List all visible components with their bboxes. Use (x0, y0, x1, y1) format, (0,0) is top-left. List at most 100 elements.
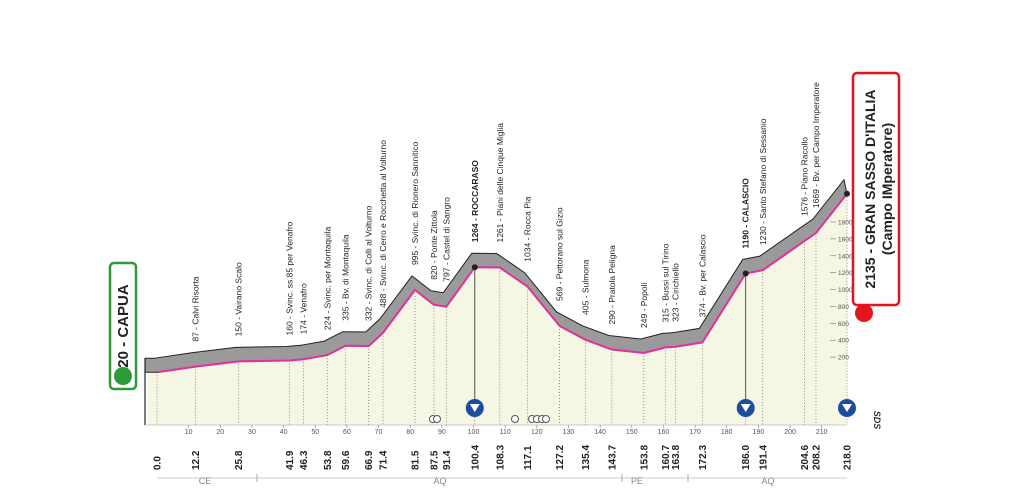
x-tick-label: 130 (563, 429, 575, 436)
sds-logo: SDS (872, 411, 882, 430)
x-tick-label: 210 (816, 429, 828, 436)
waypoint-label: 224 - Svinc. per Montaquila (322, 226, 332, 330)
x-tick-label: 150 (626, 429, 638, 436)
km-label: 117.1 (523, 445, 534, 470)
km-label: 135.4 (581, 445, 592, 470)
x-tick-label: 10 (185, 429, 193, 436)
waypoint-label: 1261 - Piani delle Cinque Miglia (495, 123, 505, 243)
x-tick-label: 110 (500, 429, 511, 436)
km-label: 153.8 (639, 445, 650, 470)
x-tick-label: 200 (784, 429, 796, 436)
x-tick-label: 90 (438, 429, 446, 436)
y-tick-label: 600 (838, 321, 849, 328)
km-label: 108.3 (495, 445, 506, 470)
finish-label: 2135 - GRAN SASSO D'ITALIA (862, 89, 878, 288)
region-label: PE (631, 476, 643, 486)
km-label: 81.5 (410, 450, 421, 470)
km-label: 87.5 (429, 450, 440, 470)
x-tick-label: 160 (658, 429, 670, 436)
km-label: 12.2 (191, 450, 202, 470)
x-tick-label: 20 (216, 429, 224, 436)
x-tick-label: 190 (753, 429, 765, 436)
km-label: 100.4 (470, 445, 481, 470)
waypoint-label: 569 - Pettorano sul Gizio (555, 207, 565, 301)
waypoint-label: 488 - Svinc. di Cerro e Rocchetta al Vol… (378, 140, 388, 308)
waypoint-label: 332 - Svinc. di Colli al Volturno (364, 205, 374, 321)
sprint-icon (511, 415, 519, 423)
y-tick-label: 1200 (838, 270, 853, 277)
waypoint-label: 1576 - Piano Racollo (800, 137, 810, 216)
waypoint-label: 290 - Pratola Peligna (607, 245, 617, 325)
x-tick-label: 50 (311, 429, 319, 436)
km-label: 53.8 (323, 450, 334, 470)
km-label: 66.9 (364, 450, 375, 470)
waypoint-label: 820 - Ponte Zittola (429, 210, 439, 280)
waypoint-label: 323 - Cirichiello (670, 263, 680, 322)
waypoint-label: 1669 - Bv. per Campo Imperatore (811, 82, 821, 208)
km-label: 41.9 (285, 450, 296, 470)
start-label: 20 - CAPUA (115, 284, 132, 368)
finish-box (851, 71, 901, 307)
region-label: AQ (761, 476, 774, 486)
x-tick-label: 170 (689, 429, 701, 436)
x-tick-label: 80 (406, 429, 414, 436)
profile-line (156, 193, 848, 374)
km-label: 208.2 (811, 445, 822, 470)
km-label: 71.4 (378, 450, 389, 470)
region-label: AQ (433, 476, 446, 486)
x-tick-label: 180 (721, 429, 733, 436)
km-label: 127.2 (555, 445, 566, 470)
x-tick-label: 120 (531, 429, 543, 436)
km-label: 160.7 (661, 445, 672, 470)
waypoint-label: 87 - Calvi Risorta (191, 276, 201, 341)
waypoint-label: 249 - Popoli (639, 282, 649, 327)
climb-marker-icon (740, 404, 751, 412)
waypoint-label: 174 - Venafro (299, 283, 309, 334)
waypoint-label: 405 - Sulmona (581, 259, 591, 315)
y-tick-label: 400 (838, 338, 849, 345)
km-label: 163.8 (671, 445, 682, 470)
waypoint-label: 374 - Bv. per Calascio (697, 234, 707, 317)
km-label: 218.0 (843, 445, 854, 470)
waypoint-label: 1230 - Santo Stefano di Sessanio (758, 118, 768, 245)
x-tick-label: 30 (248, 429, 256, 436)
start-icon (114, 367, 132, 385)
y-tick-label: 200 (838, 355, 849, 362)
km-label: 172.3 (698, 445, 709, 470)
waypoint-label: 150 - Vairano Scalo (234, 262, 244, 336)
waypoint-label: 995 - Svinc. di Rionero Sannitico (410, 141, 420, 265)
y-tick-label: 1800 (838, 220, 853, 227)
km-label: 143.7 (607, 445, 618, 470)
region-label: CE (199, 476, 212, 486)
sprint-icon (542, 415, 550, 423)
y-tick-label: 1000 (838, 287, 853, 294)
sprint-icon (433, 415, 441, 423)
x-tick-label: 140 (594, 429, 606, 436)
finish-subtitle: (Campo IMperatore) (879, 123, 895, 255)
x-tick-label: 100 (468, 429, 480, 436)
climb-dot (844, 190, 850, 197)
km-label: 191.4 (758, 445, 769, 470)
waypoint-label: 1034 - Rocca Pia (523, 196, 533, 261)
km-label: 204.6 (800, 445, 811, 470)
km-label: 59.6 (341, 450, 352, 470)
start-box (108, 261, 138, 391)
waypoint-label: 1264 - ROCCARASO (470, 160, 480, 243)
waypoint-label: 335 - Bv. di Montaquila (341, 234, 351, 321)
x-tick-label: 40 (280, 429, 288, 436)
waypoint-label: 160 - Svinc. ss.85 per Venafro (285, 221, 295, 335)
x-tick-label: 70 (375, 429, 383, 436)
finish-icon (855, 304, 873, 322)
km-label: 0.0 (153, 456, 164, 470)
y-tick-label: 1400 (838, 253, 853, 260)
climb-marker-icon (469, 404, 480, 412)
km-label: 25.8 (234, 450, 245, 470)
km-label: 46.3 (299, 450, 310, 470)
y-tick-label: 1600 (838, 236, 853, 243)
climb-marker-icon (842, 404, 852, 412)
km-label: 91.4 (442, 450, 453, 470)
climb-dot (471, 264, 478, 271)
km-label: 186.0 (741, 445, 752, 470)
x-tick-label: 60 (343, 429, 351, 436)
